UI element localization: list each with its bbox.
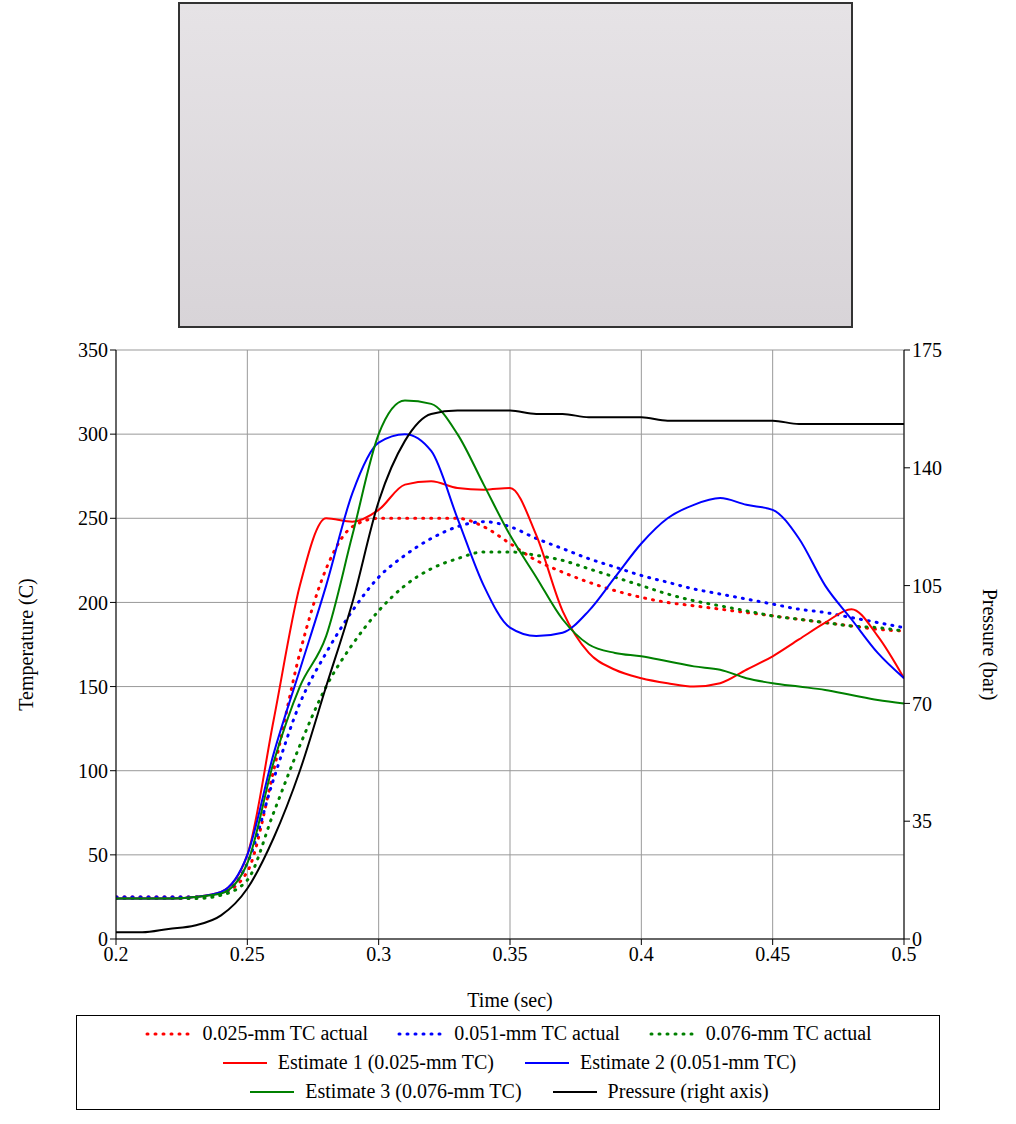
- svg-text:300: 300: [78, 423, 108, 445]
- html-text:Estimate 2 (0.051-mm TC): Estimate 2 (0.051-mm TC): [580, 1051, 797, 1073]
- svg-text:35: 35: [912, 810, 932, 832]
- svg-text:0.35: 0.35: [493, 943, 528, 965]
- svg-text:200: 200: [78, 592, 108, 614]
- svg-text:100: 100: [78, 760, 108, 782]
- svg-text:0.3: 0.3: [366, 943, 391, 965]
- svg-text:0.4: 0.4: [629, 943, 654, 965]
- svg-text:Temperature (C): Temperature (C): [15, 578, 38, 710]
- svg-text:0.25: 0.25: [230, 943, 265, 965]
- svg-text:250: 250: [78, 507, 108, 529]
- html-text:0.025-mm TC actual: 0.025-mm TC actual: [202, 1022, 369, 1044]
- svg-text:175: 175: [912, 339, 942, 361]
- svg-text:Pressure (bar): Pressure (bar): [978, 589, 1001, 701]
- html-text:0.076-mm TC actual: 0.076-mm TC actual: [705, 1022, 872, 1044]
- svg-text:Time (sec): Time (sec): [467, 989, 552, 1012]
- html-text:Estimate 3 (0.076-mm TC): Estimate 3 (0.076-mm TC): [305, 1080, 522, 1102]
- svg-text:0.2: 0.2: [103, 943, 129, 966]
- svg-text:150: 150: [78, 676, 108, 698]
- svg-text:140: 140: [912, 457, 942, 479]
- svg-text:105: 105: [912, 575, 942, 597]
- svg-text:350: 350: [78, 339, 108, 361]
- svg-text:0: 0: [98, 928, 108, 950]
- html-text:Pressure (right axis): Pressure (right axis): [607, 1080, 769, 1102]
- svg-text:70: 70: [912, 693, 932, 715]
- svg-text:0.5: 0.5: [891, 943, 917, 966]
- svg-text:0.45: 0.45: [755, 943, 790, 965]
- html-text:Estimate 1 (0.025-mm TC): Estimate 1 (0.025-mm TC): [277, 1051, 494, 1073]
- svg-text:50: 50: [88, 844, 108, 866]
- html-text:0.051-mm TC actual: 0.051-mm TC actual: [454, 1022, 620, 1044]
- svg-text:0: 0: [912, 928, 922, 950]
